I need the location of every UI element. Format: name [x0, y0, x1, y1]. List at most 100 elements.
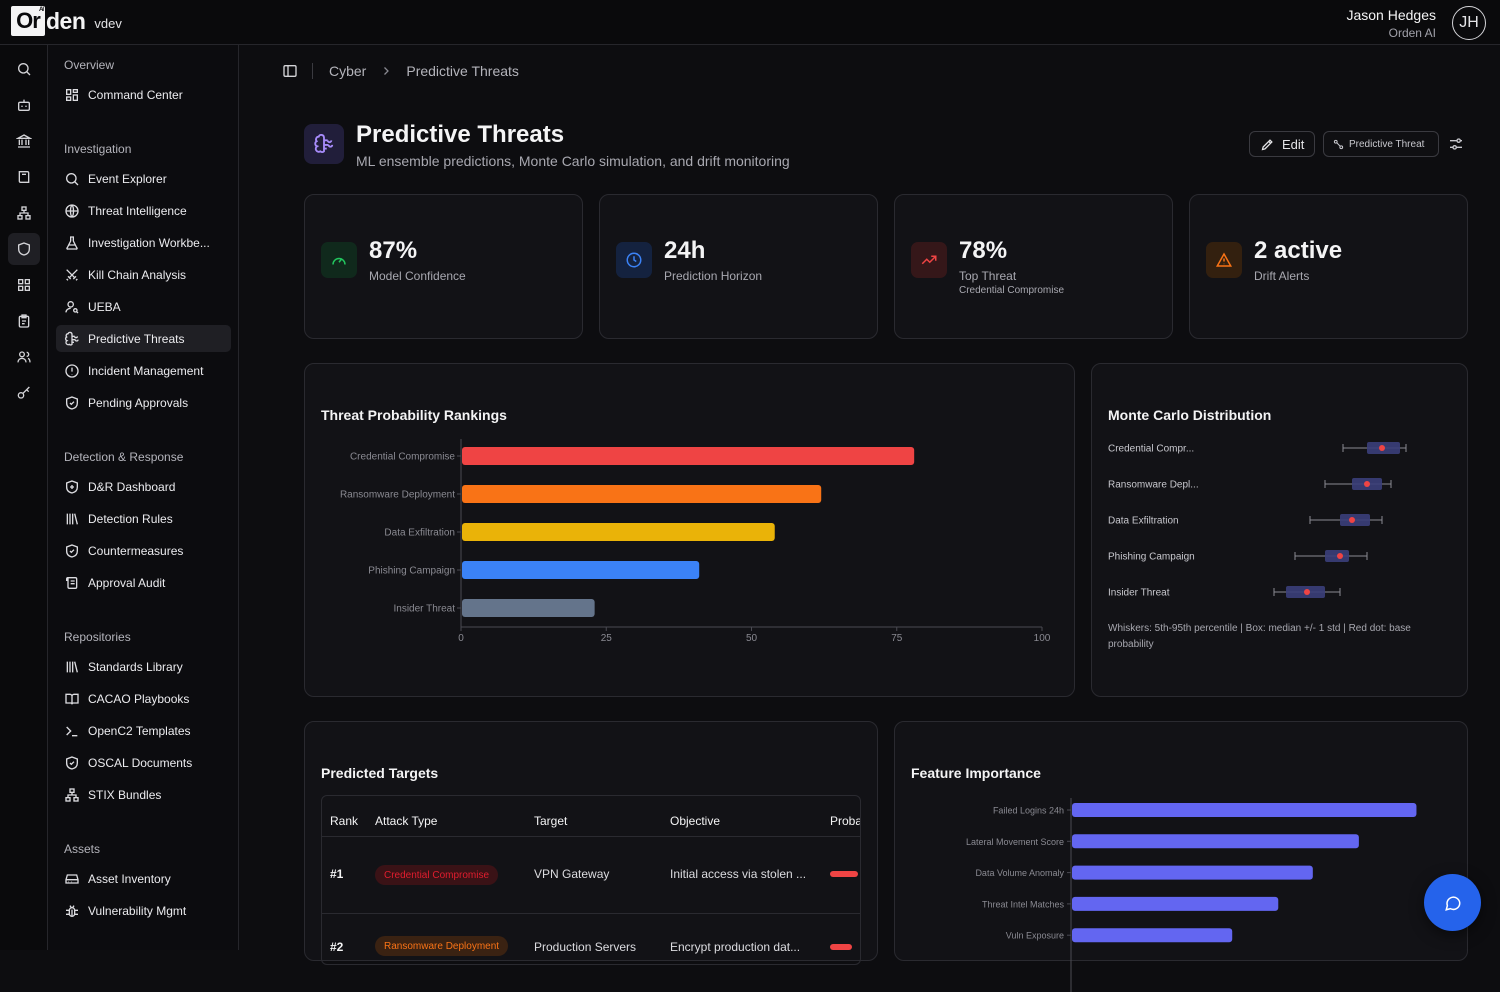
- breadcrumb: Cyber Predictive Threats: [282, 60, 519, 82]
- users-icon[interactable]: [8, 341, 40, 373]
- terminal-icon: [64, 723, 80, 739]
- gauge-icon: [321, 242, 357, 278]
- page-title: Predictive Threats: [356, 121, 565, 148]
- tag-label: Predictive Threat: [1349, 138, 1425, 150]
- column-header-target[interactable]: Target: [534, 814, 568, 828]
- avatar[interactable]: JH: [1452, 6, 1486, 40]
- shield-check-icon: [64, 755, 80, 771]
- sidebar-section-repositories: Repositories: [64, 630, 131, 644]
- bar-lateral-movement-score: [1072, 834, 1359, 849]
- globe-icon: [64, 203, 80, 219]
- sidebar-item-ueba[interactable]: UEBA: [56, 293, 231, 320]
- book-icon[interactable]: [8, 161, 40, 193]
- chat-fab-button[interactable]: [1424, 874, 1481, 931]
- bar-vuln-exposure: [1072, 928, 1233, 943]
- user-name: Jason Hedges: [1346, 7, 1436, 23]
- sidebar-item-command-center[interactable]: Command Center: [56, 81, 231, 108]
- sidebar-item-stix-bundles[interactable]: STIX Bundles: [56, 781, 231, 808]
- chart-title: Threat Probability Rankings: [321, 407, 507, 423]
- column-header-attack-type[interactable]: Attack Type: [375, 814, 438, 828]
- x-tick-label: 0: [458, 633, 464, 644]
- sidebar-item-investigation-workbench[interactable]: Investigation Workbe...: [56, 229, 231, 256]
- bug-icon: [64, 903, 80, 919]
- network-icon[interactable]: [8, 197, 40, 229]
- settings-sliders-icon[interactable]: [1448, 136, 1464, 152]
- shield-check-icon: [64, 395, 80, 411]
- sidebar-item-asset-inventory[interactable]: Asset Inventory: [56, 865, 231, 892]
- sidebar-item-oscal-documents[interactable]: OSCAL Documents: [56, 749, 231, 776]
- column-header-probability[interactable]: Proba: [830, 814, 861, 828]
- brain-icon: [304, 124, 344, 164]
- category-label: Ransomware Depl...: [1108, 480, 1199, 491]
- user-info[interactable]: Jason Hedges Orden AI: [1346, 7, 1436, 40]
- alert-circle-icon: [64, 363, 80, 379]
- sidebar-item-label: Standards Library: [88, 659, 183, 674]
- kpi-value: 78%: [959, 237, 1008, 264]
- scroll-icon: [64, 575, 80, 591]
- logo-ai-badge: AI: [39, 7, 44, 13]
- y-tick-label: Data Volume Anomaly: [975, 868, 1064, 878]
- breadcrumb-divider: [312, 63, 313, 79]
- clock-icon: [616, 242, 652, 278]
- landmark-icon[interactable]: [8, 125, 40, 157]
- brain-icon: [64, 331, 80, 347]
- sidebar-item-pending-approvals[interactable]: Pending Approvals: [56, 389, 231, 416]
- logo-mark: Or AI: [11, 6, 45, 36]
- predicted-targets-card: Predicted Targets Rank Attack Type Targe…: [304, 721, 878, 965]
- alert-triangle-icon: [1206, 242, 1242, 278]
- bar-phishing-campaign: [462, 561, 700, 579]
- sidebar-item-incident-management[interactable]: Incident Management: [56, 357, 231, 384]
- row-target: Production Servers: [534, 940, 637, 954]
- table-row[interactable]: #2 Ransomware Deployment Production Serv…: [322, 914, 860, 964]
- sidebar-section-detection-response: Detection & Response: [64, 450, 184, 464]
- bot-icon[interactable]: [8, 89, 40, 121]
- chart-title: Feature Importance: [911, 765, 1041, 781]
- sidebar-item-kill-chain-analysis[interactable]: Kill Chain Analysis: [56, 261, 231, 288]
- x-tick-label: 100: [1034, 633, 1051, 644]
- grid-icon[interactable]: [8, 269, 40, 301]
- sidebar-item-detection-rules[interactable]: Detection Rules: [56, 505, 231, 532]
- message-circle-icon: [1444, 894, 1462, 912]
- bar-data-volume-anomaly: [1072, 865, 1313, 880]
- link-icon: [1333, 139, 1344, 150]
- pencil-icon: [1260, 137, 1275, 152]
- page-subtitle: ML ensemble predictions, Monte Carlo sim…: [356, 153, 790, 169]
- breadcrumb-parent[interactable]: Cyber: [329, 63, 367, 79]
- clipboard-icon[interactable]: [8, 305, 40, 337]
- x-tick-label: 25: [601, 633, 613, 644]
- y-tick-label: Threat Intel Matches: [982, 899, 1065, 909]
- sidebar-item-vulnerability-mgmt[interactable]: Vulnerability Mgmt: [56, 897, 231, 924]
- bar-data-exfiltration: [462, 523, 775, 541]
- sidebar-item-cacao-playbooks[interactable]: CACAO Playbooks: [56, 685, 231, 712]
- library-icon: [64, 659, 80, 675]
- sidebar-toggle-icon[interactable]: [282, 63, 298, 79]
- sidebar-item-label: Asset Inventory: [88, 871, 171, 886]
- sidebar-item-label: Approval Audit: [88, 575, 166, 590]
- shield-icon[interactable]: [8, 233, 40, 265]
- y-tick-label: Phishing Campaign: [368, 566, 455, 577]
- column-header-objective[interactable]: Objective: [670, 814, 721, 828]
- orden-logo[interactable]: Or AI den vdev: [11, 6, 122, 36]
- probability-bar: [830, 944, 852, 950]
- chart-legend-note: Whiskers: 5th-95th percentile | Box: med…: [1108, 623, 1411, 650]
- sidebar-item-openc2-templates[interactable]: OpenC2 Templates: [56, 717, 231, 744]
- sidebar-item-event-explorer[interactable]: Event Explorer: [56, 165, 231, 192]
- row-rank: #2: [330, 940, 344, 954]
- kpi-label: Model Confidence: [369, 269, 466, 283]
- sidebar-item-threat-intelligence[interactable]: Threat Intelligence: [56, 197, 231, 224]
- sidebar-item-standards-library[interactable]: Standards Library: [56, 653, 231, 680]
- sidebar-item-approval-audit[interactable]: Approval Audit: [56, 569, 231, 596]
- column-header-rank[interactable]: Rank: [330, 814, 359, 828]
- sidebar-item-predictive-threats[interactable]: Predictive Threats: [56, 325, 231, 352]
- sidebar-item-countermeasures[interactable]: Countermeasures: [56, 537, 231, 564]
- user-org: Orden AI: [1388, 26, 1436, 40]
- layout-grid-icon: [64, 87, 80, 103]
- table-row[interactable]: #1 Credential Compromise VPN Gateway Ini…: [322, 837, 860, 913]
- breadcrumb-current: Predictive Threats: [406, 63, 519, 79]
- sidebar-item-label: Vulnerability Mgmt: [88, 903, 187, 918]
- search-icon[interactable]: [8, 53, 40, 85]
- predictive-threat-tag-button[interactable]: Predictive Threat: [1323, 131, 1439, 157]
- key-icon[interactable]: [8, 377, 40, 409]
- sidebar-item-dr-dashboard[interactable]: D&R Dashboard: [56, 473, 231, 500]
- edit-button[interactable]: Edit: [1249, 131, 1315, 157]
